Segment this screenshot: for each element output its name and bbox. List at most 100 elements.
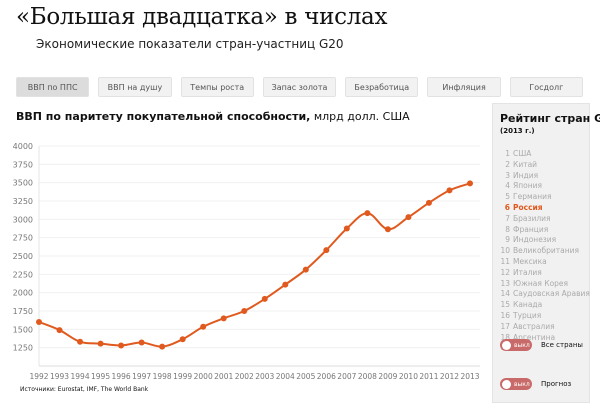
toggle-knob bbox=[502, 340, 511, 350]
data-point bbox=[220, 315, 227, 322]
country-name: Япония bbox=[513, 181, 542, 191]
country-name: Китай bbox=[513, 159, 538, 169]
page-title: «Большая двадцатка» в числах bbox=[16, 4, 388, 30]
x-tick-label: 2010 bbox=[399, 372, 418, 381]
data-point bbox=[200, 323, 207, 330]
x-tick-label: 1998 bbox=[153, 372, 172, 381]
ranking-title: Рейтинг стран G20 bbox=[500, 112, 600, 125]
y-tick-label: 1750 bbox=[13, 307, 33, 316]
x-tick-label: 1996 bbox=[112, 372, 131, 381]
data-point bbox=[384, 226, 391, 233]
x-tick-label: 2003 bbox=[255, 372, 274, 381]
ranking-item[interactable]: 9 Индонезия bbox=[499, 235, 590, 246]
rank-number: 14 bbox=[500, 289, 510, 299]
x-tick-label: 2009 bbox=[378, 372, 397, 381]
forecast-toggle[interactable]: выкл bbox=[500, 378, 532, 390]
tab-gdp-ppp[interactable]: ВВП по ППС bbox=[16, 77, 90, 97]
tab-public-debt[interactable]: Госдолг bbox=[509, 77, 583, 97]
ranking-sidebar: Рейтинг стран G20 (2013 г.) 1США2Китай3И… bbox=[492, 103, 600, 403]
x-tick-label: 2012 bbox=[440, 372, 459, 381]
series-line bbox=[38, 182, 471, 348]
rank-number: 2 bbox=[505, 159, 510, 169]
x-tick-label: 1995 bbox=[91, 372, 110, 381]
y-tick-label: 3250 bbox=[13, 197, 33, 206]
y-tick-label: 1250 bbox=[13, 344, 33, 353]
ranking-item[interactable]: 6 Россия bbox=[499, 203, 590, 214]
tab-inflation[interactable]: Инфляция bbox=[427, 77, 501, 97]
country-name: Индонезия bbox=[513, 235, 557, 245]
ranking-item[interactable]: 3 Индия bbox=[499, 171, 590, 182]
chart-title: ВВП по паритету покупательной способност… bbox=[16, 110, 410, 123]
country-name: Россия bbox=[513, 202, 543, 212]
ranking-item[interactable]: 1 США bbox=[499, 149, 590, 160]
chart-title-unit: млрд долл. США bbox=[310, 110, 410, 123]
rank-number: 12 bbox=[500, 267, 510, 277]
rank-number: 6 bbox=[504, 202, 510, 212]
toggle-state: выкл bbox=[514, 380, 530, 388]
chart-title-bold: ВВП по паритету покупательной способност… bbox=[16, 110, 311, 123]
tab-growth-rate[interactable]: Темпы роста bbox=[180, 77, 254, 97]
x-tick-label: 1992 bbox=[29, 372, 48, 381]
x-tick-label: 1999 bbox=[173, 372, 192, 381]
tab-unemployment[interactable]: Безработица bbox=[345, 77, 419, 97]
country-name: Германия bbox=[513, 192, 552, 202]
data-point bbox=[343, 225, 350, 232]
ranking-item[interactable]: 2 Китай bbox=[499, 160, 590, 171]
country-name: Великобритания bbox=[513, 246, 580, 256]
x-tick-label: 2011 bbox=[419, 372, 438, 381]
ranking-item[interactable]: 5 Германия bbox=[499, 192, 590, 203]
ranking-item[interactable]: 13 Южная Корея bbox=[499, 279, 590, 290]
tab-gdp-per-capita[interactable]: ВВП на душу bbox=[98, 77, 172, 97]
ranking-year: (2013 г.) bbox=[500, 127, 535, 135]
ranking-item[interactable]: 12 Италия bbox=[499, 268, 590, 279]
rank-number: 17 bbox=[500, 321, 510, 331]
ranking-item[interactable]: 17 Австралия bbox=[499, 322, 590, 333]
indicator-tabs: ВВП по ППС ВВП на душу Темпы роста Запас… bbox=[16, 77, 583, 97]
data-point bbox=[138, 339, 145, 346]
all-countries-label: Все страны bbox=[541, 341, 583, 349]
y-tick-label: 2250 bbox=[13, 270, 33, 279]
tab-gold-reserve[interactable]: Запас золота bbox=[262, 77, 337, 97]
country-name: Турция bbox=[513, 310, 542, 320]
all-countries-toggle-row: выкл Все страны bbox=[500, 339, 583, 351]
ranking-item[interactable]: 11 Мексика bbox=[499, 257, 590, 268]
all-countries-toggle[interactable]: выкл bbox=[500, 339, 532, 351]
ranking-item[interactable]: 16 Турция bbox=[499, 311, 590, 322]
x-tick-label: 2000 bbox=[194, 372, 213, 381]
country-name: Франция bbox=[513, 224, 549, 234]
rank-number: 15 bbox=[500, 300, 510, 310]
rank-number: 7 bbox=[505, 213, 510, 223]
country-name: Индия bbox=[513, 170, 539, 180]
x-tick-label: 2008 bbox=[358, 372, 377, 381]
data-point bbox=[467, 180, 473, 187]
x-tick-label: 1993 bbox=[50, 372, 69, 381]
country-name: Мексика bbox=[513, 256, 547, 266]
ranking-item[interactable]: 14 Саудовская Аравия bbox=[499, 289, 589, 300]
ranking-list: 1 США 2 Китай 3 Индия 4 Япония 5 Германия 6 Россия 7… bbox=[499, 149, 590, 354]
ranking-item[interactable]: 4 Япония bbox=[499, 181, 590, 192]
ranking-item[interactable]: 7 Бразилия bbox=[499, 214, 590, 225]
rank-number: 16 bbox=[500, 310, 510, 320]
ranking-item[interactable]: 15 Канада bbox=[499, 300, 590, 311]
y-tick-label: 2500 bbox=[13, 252, 33, 261]
rank-number: 8 bbox=[505, 224, 510, 234]
country-name: Бразилия bbox=[513, 213, 551, 223]
data-point bbox=[241, 308, 248, 314]
country-name: Южная Корея bbox=[513, 278, 569, 288]
data-point bbox=[261, 295, 268, 302]
ranking-item[interactable]: 8 Франция bbox=[499, 225, 590, 236]
rank-number: 13 bbox=[500, 278, 510, 288]
ranking-item[interactable]: 10 Великобритания bbox=[499, 246, 590, 257]
forecast-label: Прогноз bbox=[541, 380, 572, 388]
rank-number: 5 bbox=[505, 192, 510, 202]
data-point bbox=[405, 214, 412, 221]
country-name: Австралия bbox=[513, 321, 555, 331]
data-point bbox=[179, 336, 186, 343]
x-tick-label: 2001 bbox=[214, 372, 233, 381]
y-tick-label: 3000 bbox=[13, 215, 33, 224]
y-tick-label: 2750 bbox=[13, 234, 33, 243]
data-point bbox=[159, 343, 166, 350]
ranking-item[interactable]: 18 Аргентина bbox=[499, 333, 590, 344]
data-point bbox=[282, 281, 289, 288]
rank-number: 3 bbox=[505, 170, 510, 180]
